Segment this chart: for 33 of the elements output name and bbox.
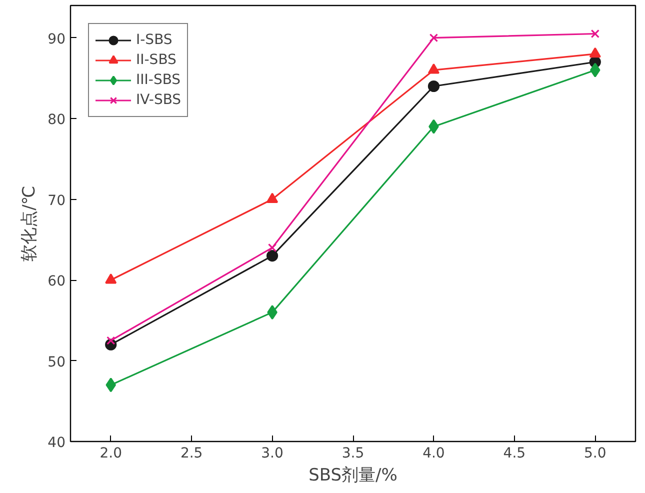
x-tick-label: 4.5 [503, 446, 526, 462]
point [106, 378, 116, 392]
point [589, 47, 601, 58]
x-tick-label: 4.0 [422, 446, 445, 462]
point [106, 336, 116, 345]
point [268, 243, 277, 252]
point [105, 273, 117, 284]
point [266, 192, 278, 203]
legend-label: III-SBS [136, 72, 181, 88]
y-tick-label: 90 [48, 31, 66, 48]
point [428, 64, 440, 74]
x-tick-label: 3.5 [342, 446, 364, 462]
point [266, 250, 278, 262]
x-tick-label: 3.0 [261, 446, 284, 462]
point [267, 305, 278, 320]
point [428, 80, 440, 92]
legend-label: I-SBS [136, 32, 172, 48]
point [590, 62, 600, 78]
y-axis-title: 软化点/℃ [20, 186, 40, 262]
y-tick-label: 80 [48, 112, 66, 128]
x-tick-label: 2.5 [180, 446, 203, 462]
x-axis-title: SBS剂量/% [308, 466, 398, 486]
legend-label: IV-SBS [136, 92, 182, 108]
point [429, 33, 438, 42]
point [590, 29, 600, 38]
y-tick-label: 50 [48, 354, 66, 370]
y-tick-label: 70 [48, 192, 66, 209]
point [428, 119, 439, 134]
x-tick-label: 2.0 [100, 446, 122, 462]
x-tick-label: 5.0 [584, 446, 606, 462]
y-tick-label: 40 [48, 435, 66, 451]
y-tick-label: 60 [48, 274, 66, 290]
legend-label: II-SBS [136, 52, 176, 68]
